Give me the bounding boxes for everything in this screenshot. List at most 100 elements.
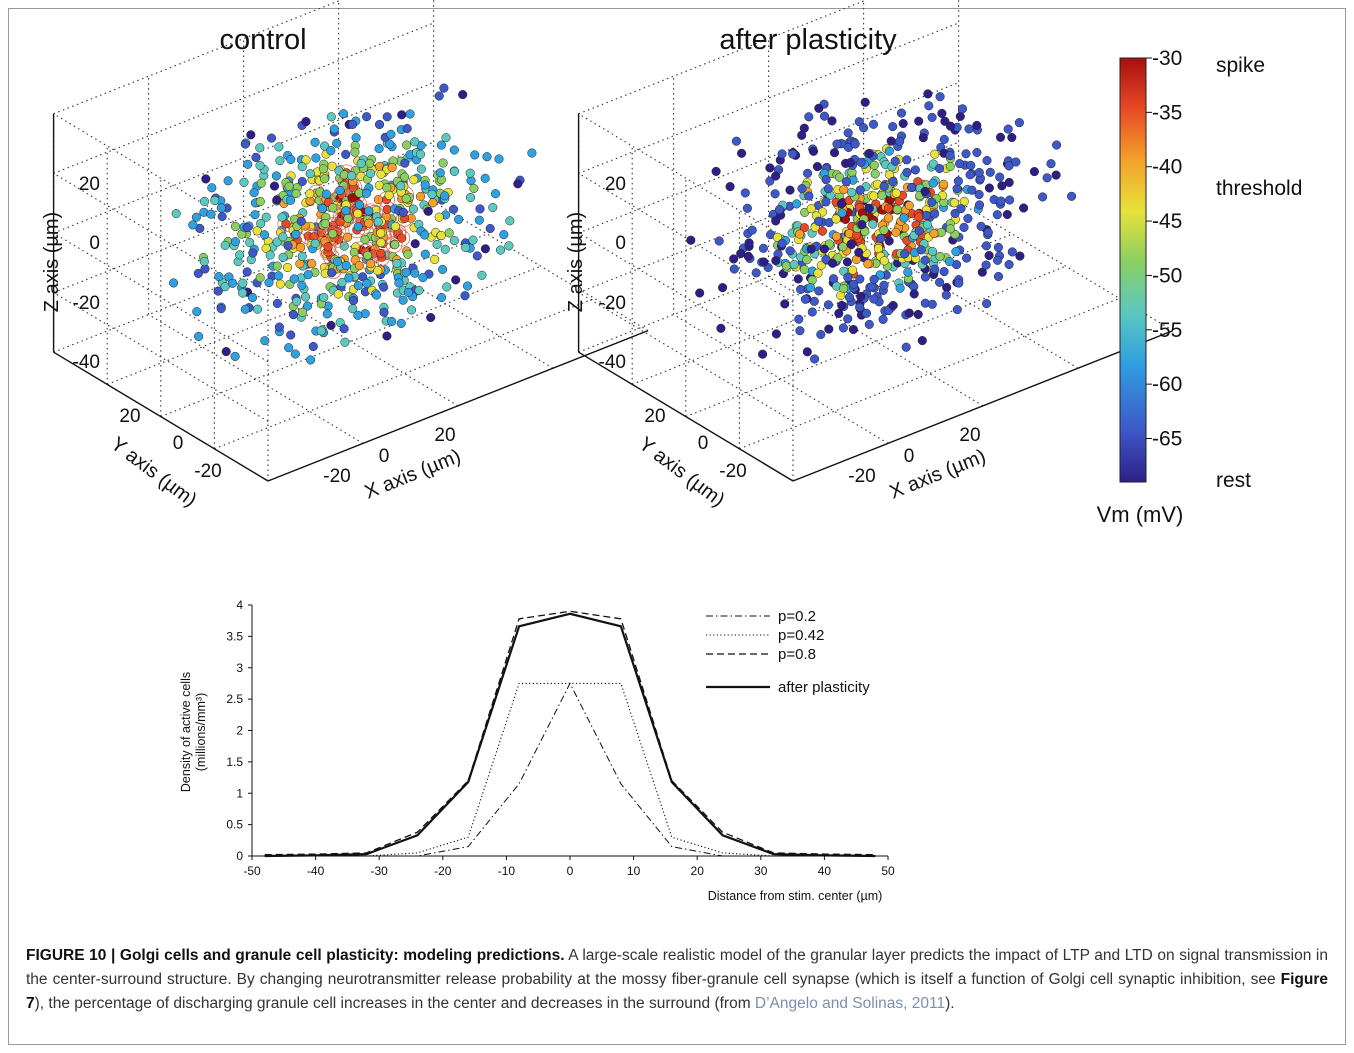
cell-point [799,223,809,233]
cell-point [311,153,321,163]
cell-point [353,310,363,320]
cell-point [725,182,735,192]
cell-point [401,267,411,278]
cell-point [320,218,330,229]
panel-title-after-plasticity: after plasticity [719,24,897,56]
cell-point [245,237,255,248]
cell-point [255,196,265,207]
cell-point [964,124,974,134]
z-axis-label-control: Z axis (µm) [41,212,63,312]
cell-point [846,239,856,249]
cell-point [920,255,930,265]
cell-point [427,189,437,199]
cell-point [949,198,960,208]
axis-line [578,351,794,482]
cell-point [213,286,223,296]
cell-point [527,148,537,158]
cell-point [246,130,256,140]
cell-point [824,324,834,334]
cell-point [409,175,419,185]
colorbar-tick-label: -35 [1152,101,1182,124]
cell-point [477,270,487,280]
cell-point [812,162,822,172]
cell-point [374,119,385,130]
cell-point [868,119,879,129]
cell-point [819,244,829,254]
cell-point [805,283,815,293]
cell-point [884,236,894,246]
density-line-chart: -50 -40 -30 -20 -10 0 10 20 30 40 50 0 0.5 1 1.5 2 2.5 3 3… [179,598,895,903]
cell-point [475,204,485,214]
y-axis-label-control: Y axis (µm) [107,433,201,511]
grid-line [338,238,554,369]
cell-point [792,199,802,209]
cell-point [256,178,266,188]
cell-point [966,160,976,170]
y-ticks-after: 20 0 -20 [644,406,746,482]
cell-point [759,257,769,267]
cell-point [291,189,301,199]
cell-point [899,213,909,223]
cell-point [217,211,227,222]
cell-point [839,185,849,195]
cell-point [363,250,373,260]
cell-point [354,261,364,271]
x-tick: -20 [848,466,875,487]
grid-line [53,22,434,174]
cell-point [274,142,284,152]
x-axis-label: Distance from stim. center (µm) [708,889,883,903]
cell-point [903,267,913,277]
cell-point [972,120,982,130]
cell-point [405,109,415,119]
cell-point [935,277,945,287]
cell-point [686,235,696,245]
cell-point [861,308,872,318]
y-axis-label-line1: Density of active cells [179,672,193,792]
legend-label: after plasticity [778,679,870,696]
figure-7-link[interactable]: Figure 7 [26,971,1328,1012]
cell-point [995,132,1006,142]
y-axis-label-line2: (millions/mm³) [194,693,208,771]
cell-point [864,148,874,158]
cell-point [207,183,217,193]
cell-point [320,174,330,184]
cell-point [415,149,426,159]
cell-point [930,209,940,219]
cell-point [286,154,296,165]
x-ticks-control: 20 0 -20 [323,425,455,487]
cell-point [765,176,775,186]
cell-point [449,236,459,246]
cell-point [284,181,294,191]
cell-point [814,216,824,226]
cell-point [785,185,795,195]
cell-point [400,158,410,168]
y-tick-label: 2.5 [226,692,243,706]
cell-point [400,172,410,182]
cell-point [921,210,931,220]
cell-point [201,174,211,184]
cell-point [806,244,816,254]
cell-point [869,274,879,284]
y-tick-label: 1.5 [226,755,243,769]
cell-point [396,318,406,328]
cell-point [927,299,937,309]
cell-point [804,112,814,122]
cell-point [848,279,859,289]
cell-point [255,160,265,171]
cell-point [341,149,351,159]
cell-point [1003,124,1013,134]
cell-point [950,208,960,218]
cell-point [952,305,962,315]
cell-point [480,244,490,254]
citation-link[interactable]: D’Angelo and Solinas, 2011 [754,995,946,1012]
cell-point [838,242,848,252]
cell-point [891,227,901,237]
cell-point [495,245,506,255]
cell-point [984,250,994,261]
cell-point [216,304,226,314]
cell-point [251,152,261,162]
cell-point [436,230,446,241]
cell-point [901,342,911,352]
cell-point [402,123,412,134]
grid-line [578,113,794,244]
